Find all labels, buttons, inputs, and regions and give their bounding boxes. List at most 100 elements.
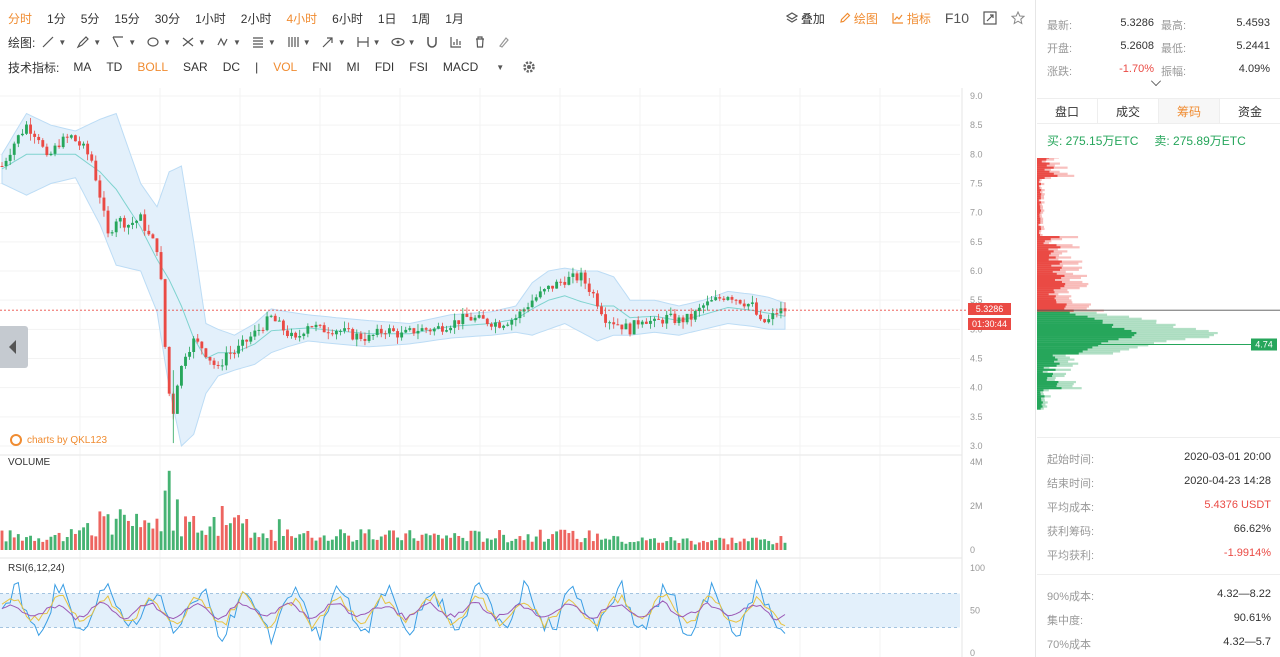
volume-bar	[759, 539, 762, 550]
candle-body	[29, 124, 32, 134]
period-tab[interactable]: 15分	[114, 11, 140, 26]
volume-bar	[379, 536, 383, 550]
volume-bar	[86, 523, 90, 550]
candle-body	[746, 303, 750, 307]
indicator-button[interactable]: 指标	[892, 10, 931, 27]
collapse-left-button[interactable]	[0, 326, 28, 368]
volume-bar	[78, 530, 81, 550]
eye-icon	[390, 37, 405, 47]
candle-body	[33, 133, 37, 137]
indicator-toolbar-label: 技术指标:	[8, 60, 60, 75]
price-tick-label: 4.5	[970, 354, 983, 364]
indicator-more-icon[interactable]: ▼	[496, 62, 505, 72]
chip-bar-light	[1039, 203, 1042, 206]
chip-bar	[1037, 189, 1042, 192]
side-tab[interactable]: 筹码	[1159, 99, 1220, 123]
volume-bar	[624, 543, 628, 550]
magnet-tool[interactable]	[425, 35, 439, 49]
chip-bar	[1037, 383, 1058, 386]
star-icon[interactable]	[1011, 11, 1025, 25]
fib-tool[interactable]: ▼	[251, 35, 276, 49]
stat-label: 最低:	[1161, 43, 1187, 55]
chip-bar	[1037, 291, 1055, 294]
candle-body	[241, 339, 245, 346]
volume-bar	[363, 533, 367, 550]
chip-bar-light	[1057, 358, 1075, 361]
brush-tool[interactable]	[497, 35, 511, 49]
line-tool[interactable]: ▼	[41, 35, 66, 49]
fib-icon	[252, 37, 263, 48]
channel-tool[interactable]: ▼	[111, 35, 136, 49]
period-tab[interactable]: 分时	[8, 11, 33, 26]
side-tab[interactable]: 成交	[1098, 99, 1159, 123]
volume-bar	[188, 521, 192, 550]
period-tab[interactable]: 1日	[377, 11, 397, 26]
indicator-vol[interactable]: VOL	[273, 60, 298, 74]
draw-button[interactable]: 绘图	[839, 10, 878, 27]
pen-tool[interactable]: ▼	[76, 35, 101, 49]
indicator-list: MA TD BOLL SAR DC | VOL FNI MI FDI FSI MACD ▼	[73, 60, 514, 74]
indicator-mi[interactable]: MI	[346, 60, 360, 74]
chip-bar-light	[1054, 297, 1070, 300]
candle-body	[212, 360, 216, 365]
chip-bar-light	[1046, 164, 1055, 167]
chip-bar-light	[1055, 356, 1070, 359]
gann-tool[interactable]: ▼	[286, 35, 311, 49]
fullscreen-icon[interactable]	[983, 11, 997, 25]
indicator-sar[interactable]: SAR	[183, 60, 208, 74]
gear-icon[interactable]	[522, 60, 536, 74]
candle-body	[759, 314, 762, 320]
volume-bar	[706, 542, 709, 550]
period-tab[interactable]: 6小时	[332, 11, 363, 26]
indicator-td[interactable]: TD	[106, 60, 123, 74]
indicator-boll[interactable]: BOLL	[137, 60, 169, 74]
trash-tool[interactable]	[473, 35, 487, 49]
candle-body	[722, 298, 726, 300]
period-tab[interactable]: 30分	[154, 11, 181, 26]
volume-bar	[286, 529, 289, 550]
period-tab[interactable]: 4小时	[286, 11, 318, 26]
volume-bar	[514, 538, 518, 550]
period-tab[interactable]: 1月	[445, 11, 464, 26]
period-tab[interactable]: 1周	[411, 11, 431, 26]
side-tab[interactable]: 资金	[1237, 104, 1262, 119]
chart-tool[interactable]	[449, 35, 463, 49]
volume-bar	[404, 533, 408, 550]
measure-tool[interactable]: ▼	[356, 35, 381, 49]
volume-bar	[742, 538, 746, 550]
eye-tool[interactable]: ▼	[390, 35, 415, 49]
volume-bar	[783, 542, 787, 550]
overlay-button[interactable]: 叠加	[785, 10, 825, 27]
arrow-tool[interactable]: ▼	[321, 35, 346, 49]
indicator-ma[interactable]: MA	[73, 60, 92, 74]
period-tab[interactable]: 5分	[80, 11, 100, 26]
shape-tool[interactable]: ▼	[146, 35, 171, 49]
indicator-fdi[interactable]: FDI	[374, 60, 395, 74]
chip-bar	[1037, 342, 1102, 345]
volume-bar	[355, 540, 359, 550]
chip-bar	[1037, 260, 1062, 263]
candle-body	[583, 272, 587, 284]
cross-tool[interactable]: ▼	[181, 35, 206, 49]
indicator-fni[interactable]: FNI	[312, 60, 332, 74]
pattern-tool[interactable]: ▼	[216, 35, 241, 49]
candle-body	[180, 365, 183, 386]
side-tab[interactable]: 盘口	[1037, 99, 1098, 123]
candle-body	[392, 328, 395, 332]
volume-bar	[314, 540, 318, 550]
chip-bar-light	[1044, 168, 1051, 171]
indicator-fsi[interactable]: FSI	[409, 60, 428, 74]
indicator-macd[interactable]: MACD	[442, 60, 479, 74]
chart-canvas[interactable]: 9.08.58.07.57.06.56.05.55.04.54.03.53.04…	[0, 88, 1036, 657]
chip-bar-light	[1040, 407, 1044, 410]
period-tab[interactable]: 2小时	[240, 11, 272, 26]
rsi-tick-label: 100	[970, 563, 985, 573]
period-tab[interactable]: 1小时	[195, 11, 226, 26]
chip-bar	[1037, 338, 1119, 341]
rsi12-line	[1, 590, 786, 630]
volume-bar	[461, 537, 465, 550]
f10-button[interactable]: F10	[944, 10, 969, 26]
period-tab[interactable]: 1分	[47, 11, 66, 26]
chip-bar	[1037, 160, 1042, 163]
indicator-dc[interactable]: DC	[222, 60, 241, 74]
